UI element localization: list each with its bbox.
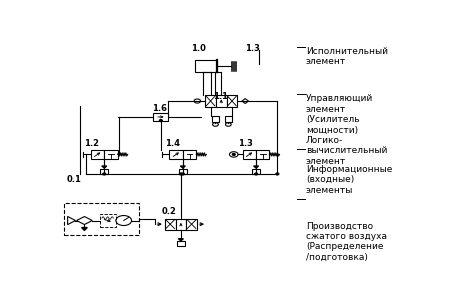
Bar [177, 241, 185, 246]
Bar [227, 95, 237, 107]
Bar [242, 150, 256, 159]
Text: Исполнительный
элемент: Исполнительный элемент [306, 47, 388, 66]
Bar [176, 219, 186, 230]
Polygon shape [102, 166, 107, 168]
Text: 1.4: 1.4 [165, 139, 180, 148]
Bar [179, 168, 187, 174]
Polygon shape [180, 166, 185, 168]
Circle shape [160, 120, 162, 122]
Text: 1.1: 1.1 [213, 92, 228, 101]
Text: 1.3: 1.3 [245, 44, 260, 53]
Text: 1.0: 1.0 [191, 44, 206, 53]
Bar [252, 168, 260, 174]
Text: Управляющий
элемент
(Усилитель
мощности)
Логико-
вычислительный
элемент: Управляющий элемент (Усилитель мощности)… [306, 94, 387, 166]
Bar [186, 219, 197, 230]
Circle shape [276, 173, 279, 175]
Circle shape [254, 173, 258, 175]
Text: 1.6: 1.6 [152, 104, 167, 114]
Text: 0.1: 0.1 [66, 175, 82, 184]
Text: 0.2: 0.2 [161, 207, 176, 216]
Bar [205, 95, 216, 107]
Bar [225, 116, 231, 122]
Text: 1.3: 1.3 [238, 139, 253, 148]
Circle shape [179, 173, 182, 175]
Circle shape [182, 173, 184, 175]
Bar [154, 113, 168, 121]
Text: Производство
сжатого воздуха
(Распределение
/подготовка): Производство сжатого воздуха (Распределе… [306, 222, 387, 262]
Bar [104, 150, 118, 159]
Polygon shape [82, 227, 87, 230]
Bar [165, 219, 176, 230]
Circle shape [232, 153, 235, 155]
Bar [195, 60, 217, 72]
Text: 1.2: 1.2 [84, 139, 100, 148]
Bar [64, 204, 139, 235]
Polygon shape [254, 166, 259, 168]
Polygon shape [178, 239, 183, 241]
Circle shape [103, 173, 106, 175]
Bar [183, 150, 196, 159]
Bar [216, 95, 227, 107]
Bar [256, 150, 270, 159]
Bar [91, 150, 104, 159]
Text: Информационные
(входные)
элементы: Информационные (входные) элементы [306, 165, 392, 195]
Bar [170, 150, 183, 159]
Bar [100, 168, 108, 174]
Bar [212, 116, 219, 122]
Bar [100, 214, 116, 227]
